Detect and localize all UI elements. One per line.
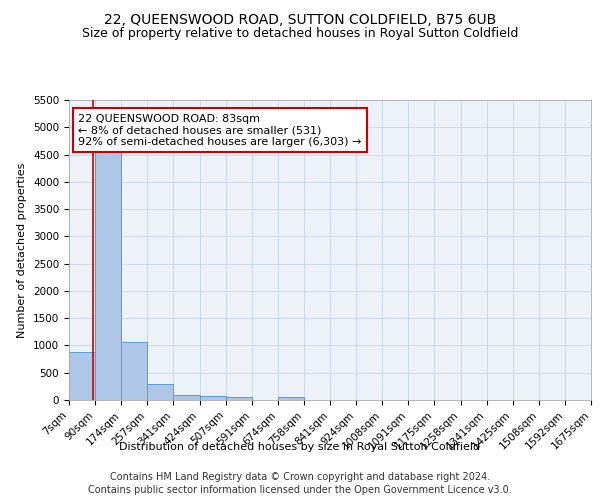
Text: 22, QUEENSWOOD ROAD, SUTTON COLDFIELD, B75 6UB: 22, QUEENSWOOD ROAD, SUTTON COLDFIELD, B…	[104, 12, 496, 26]
Bar	[95, 150, 121, 400]
Bar	[121, 342, 148, 400]
Bar	[199, 396, 226, 400]
Text: 22 QUEENSWOOD ROAD: 83sqm
← 8% of detached houses are smaller (531)
92% of semi-: 22 QUEENSWOOD ROAD: 83sqm ← 8% of detach…	[78, 114, 362, 147]
Bar	[69, 352, 95, 400]
Bar	[226, 397, 252, 400]
Bar	[173, 395, 199, 400]
Text: Contains public sector information licensed under the Open Government Licence v3: Contains public sector information licen…	[88, 485, 512, 495]
Text: Size of property relative to detached houses in Royal Sutton Coldfield: Size of property relative to detached ho…	[82, 28, 518, 40]
Bar	[278, 398, 304, 400]
Text: Contains HM Land Registry data © Crown copyright and database right 2024.: Contains HM Land Registry data © Crown c…	[110, 472, 490, 482]
Bar	[148, 384, 173, 400]
Y-axis label: Number of detached properties: Number of detached properties	[17, 162, 28, 338]
Text: Distribution of detached houses by size in Royal Sutton Coldfield: Distribution of detached houses by size …	[119, 442, 481, 452]
